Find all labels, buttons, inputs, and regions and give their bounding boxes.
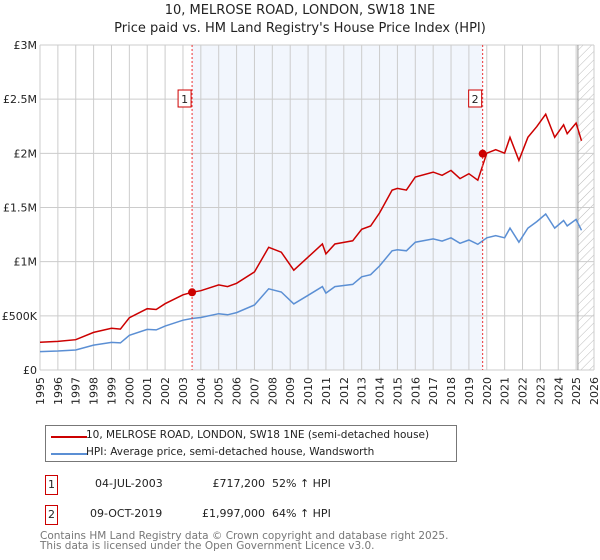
x-tick-label: 2010 [302, 377, 315, 405]
x-tick-label: 2004 [195, 377, 208, 405]
x-tick-label: 1998 [88, 377, 101, 405]
sale-hpi: 64% ↑ HPI [272, 507, 331, 520]
x-tick-label: 2002 [159, 377, 172, 405]
y-tick-label: £2M [14, 147, 38, 160]
y-tick-label: £3M [14, 39, 38, 52]
sale-badge: 2 [45, 505, 58, 525]
x-tick-label: 2012 [338, 377, 351, 405]
sale-hpi: 52% ↑ HPI [272, 477, 331, 490]
footer-line-1: Contains HM Land Registry data © Crown c… [40, 530, 449, 542]
x-tick-label: 2015 [391, 377, 404, 405]
x-tick-label: 2017 [427, 377, 440, 405]
x-tick-label: 2016 [409, 377, 422, 405]
x-tick-label: 2025 [570, 377, 583, 405]
legend-swatch-hpi [51, 453, 87, 455]
sale-label-box [468, 89, 483, 108]
legend-label-hpi: HPI: Average price, semi-detached house,… [86, 446, 375, 458]
sale-row-1: 1 04-JUL-2003 £717,200 52% ↑ HPI [45, 475, 445, 495]
sale-label: 1 [181, 93, 188, 106]
sale-badge: 1 [45, 475, 58, 495]
x-tick-label: 1997 [70, 377, 83, 405]
x-tick-label: 2003 [177, 377, 190, 405]
footer-line-2: This data is licensed under the Open Gov… [40, 540, 375, 552]
sale-date: 09-OCT-2019 [90, 507, 163, 520]
x-tick-label: 2020 [481, 377, 494, 405]
legend-swatch-property [51, 436, 87, 438]
x-tick-label: 2007 [248, 377, 261, 405]
x-tick-label: 2001 [141, 377, 154, 405]
sale-price: £717,200 [212, 477, 266, 490]
x-tick-label: 1999 [105, 377, 118, 405]
x-tick-label: 2018 [445, 377, 458, 405]
y-tick-label: £2.5M [3, 93, 37, 106]
x-tick-label: 2024 [552, 377, 565, 405]
x-tick-label: 2023 [534, 377, 547, 405]
x-tick-label: 2011 [320, 377, 333, 405]
x-tick-label: 2005 [213, 377, 226, 405]
hpi-line [39, 212, 583, 353]
x-tick-label: 2014 [374, 377, 387, 405]
sale-point [188, 288, 197, 297]
footer: Contains HM Land Registry data © Crown c… [40, 530, 449, 552]
sale-price: £1,997,000 [202, 507, 265, 520]
x-tick-label: 2006 [231, 377, 244, 405]
sale-row-2: 2 09-OCT-2019 £1,997,000 64% ↑ HPI [45, 505, 445, 525]
legend: 10, MELROSE ROAD, LONDON, SW18 1NE (semi… [45, 425, 457, 462]
x-tick-label: 1995 [34, 377, 47, 405]
y-tick-label: £1M [14, 256, 38, 269]
x-tick-label: 2026 [588, 377, 600, 405]
chart-title: 10, MELROSE ROAD, LONDON, SW18 1NE [164, 3, 436, 18]
sale-label-box [177, 89, 192, 108]
x-tick-label: 2000 [123, 377, 136, 405]
chart-subtitle: Price paid vs. HM Land Registry's House … [114, 21, 486, 36]
property-price-line [39, 112, 583, 343]
x-tick-label: 2021 [499, 377, 512, 405]
sale-point [478, 149, 487, 158]
x-tick-label: 2008 [266, 377, 279, 405]
plot-area: 1995 1996 1997 1998 1999 2000 2001 2002 2003 2004… [2, 39, 600, 405]
sale-date: 04-JUL-2003 [95, 477, 163, 490]
y-tick-label: £1.5M [3, 202, 37, 215]
sale-label: 2 [472, 93, 479, 106]
x-tick-label: 2022 [517, 377, 530, 405]
x-tick-label: 2019 [463, 377, 476, 405]
x-tick-label: 2009 [284, 377, 297, 405]
y-tick-label: £500K [2, 310, 38, 323]
x-tick-label: 2013 [356, 377, 369, 405]
y-tick-label: £0 [23, 364, 37, 377]
x-tick-label: 1996 [52, 377, 65, 405]
legend-label-property: 10, MELROSE ROAD, LONDON, SW18 1NE (semi… [86, 429, 430, 441]
